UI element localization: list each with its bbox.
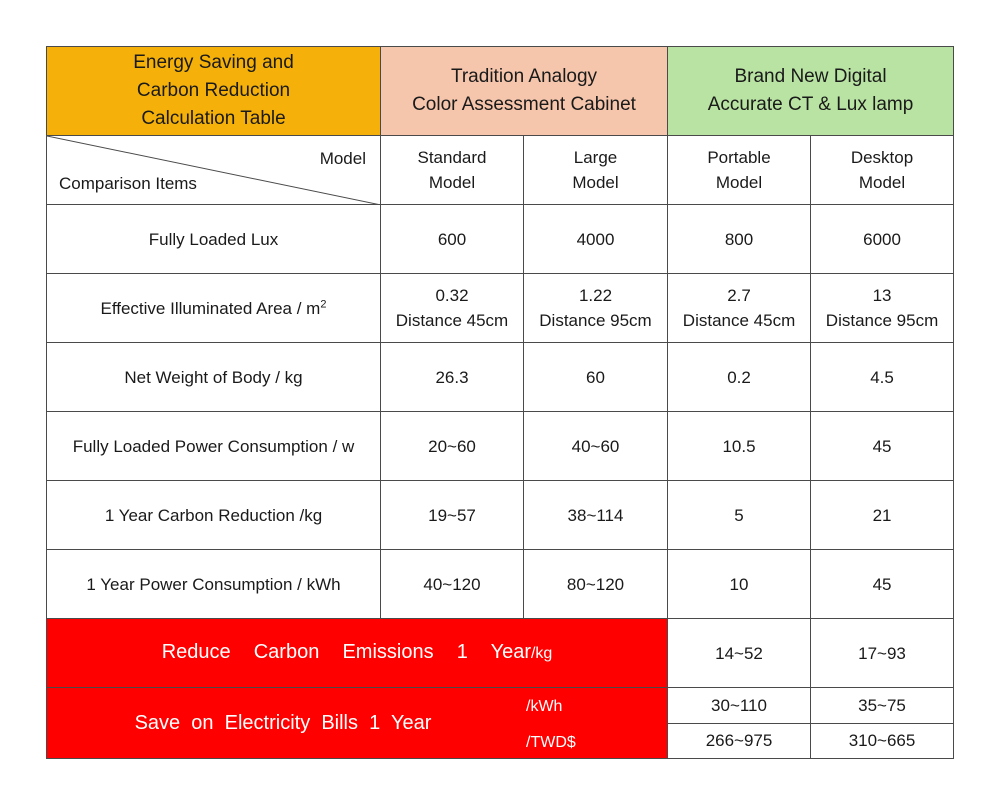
header-row: Energy Saving and Carbon Reduction Calcu… [46,46,955,136]
cell-value: 60 [522,342,669,412]
cell-value: 38~114 [522,480,669,550]
model-header-standard: Standard Model [380,135,524,205]
cell-value: 30~110 [667,687,812,724]
model-name: Large [573,148,618,167]
cell-value: 5 [667,480,812,550]
cell-value: 2.7 Distance 45cm [667,273,812,343]
area-value: 2.7 [727,286,751,305]
cell-value: 14~52 [667,618,812,688]
cell-value: 17~93 [810,618,955,688]
area-value: 13 [872,286,892,305]
row-label: Net Weight of Body / kg [46,342,381,412]
row-label: 1 Year Carbon Reduction /kg [46,480,381,550]
diagonal-divider [47,136,381,205]
calculation-table: Energy Saving and Carbon Reduction Calcu… [45,46,955,759]
cell-value: 13 Distance 95cm [810,273,955,343]
cell-value: 6000 [810,204,955,274]
distance-value: Distance 45cm [395,311,509,330]
comparison-items-label: Comparison Items [59,174,197,193]
table-row: Effective Illuminated Area / m2 0.32 Dist… [46,273,955,343]
model-name: Model [858,173,906,192]
table-row: Fully Loaded Power Consumption / w 20~60… [46,411,955,481]
save-unit-kwh: /kWh [526,698,563,715]
reduce-carbon-label: Reduce Carbon Emissions 1 Year/kg [45,618,669,688]
model-name: Model [572,173,619,192]
row-label-text: Effective Illuminated Area / m [100,298,321,318]
model-name: Model [428,173,476,192]
cell-value: 40~120 [380,549,524,619]
table-title-line: Energy Saving and [133,52,294,73]
cell-value: 4000 [522,204,669,274]
model-name: Desktop [850,148,914,167]
cell-value: 0.32 Distance 45cm [380,273,524,343]
save-bills-label: Save on Electricity Bills 1 Year /kWh /T… [45,687,669,759]
cell-value: 45 [810,549,955,619]
save-bills-main: Save on Electricity Bills 1 Year [47,711,667,736]
cell-value: 21 [810,480,955,550]
cell-value: 35~75 [810,687,955,724]
area-value: 1.22 [578,286,613,305]
cell-value: 10.5 [667,411,812,481]
save-unit-twd: /TWD$ [526,734,576,751]
save-bills-wrapper: Save on Electricity Bills 1 Year /kWh /T… [47,688,667,758]
model-row: Model Comparison Items Standard Model Lar… [46,135,955,205]
distance-value: Distance 45cm [682,311,796,330]
traditional-header-line: Tradition Analogy [450,66,598,87]
model-header-portable: Portable Model [667,135,812,205]
corner-cell: Model Comparison Items [46,135,381,205]
table-title-line: Carbon Reduction [136,80,291,101]
cell-value: 40~60 [522,411,669,481]
save-bills-row: Save on Electricity Bills 1 Year /kWh /T… [45,687,955,759]
cell-value: 310~665 [810,722,955,759]
cell-value: 600 [380,204,524,274]
reduce-carbon-unit: /kg [530,645,553,662]
row-label: 1 Year Power Consumption / kWh [46,549,381,619]
cell-value: 45 [810,411,955,481]
table-title-line: Calculation Table [141,108,286,129]
model-name: Portable [707,148,771,167]
cell-value: 266~975 [667,722,812,759]
row-label: Fully Loaded Lux [46,204,381,274]
save-bills-text: Save on Electricity Bills 1 Year [134,712,432,734]
table-row: 1 Year Power Consumption / kWh 40~120 80… [46,549,955,619]
table-row: 1 Year Carbon Reduction /kg 19~57 38~114… [46,480,955,550]
row-label: Fully Loaded Power Consumption / w [46,411,381,481]
distance-value: Distance 95cm [825,311,939,330]
model-name: Model [715,173,763,192]
cell-value: 80~120 [522,549,669,619]
row-label: Effective Illuminated Area / m2 [46,273,381,343]
cell-value: 10 [667,549,812,619]
model-name: Standard [417,148,487,167]
save-bills-row-twd: 266~975 310~665 [47,722,955,759]
reduce-carbon-row: Reduce Carbon Emissions 1 Year/kg 14~52 … [45,618,955,688]
cell-value: 26.3 [380,342,524,412]
model-header-large: Large Model [522,135,669,205]
table-row: Net Weight of Body / kg 26.3 60 0.2 4.5 [46,342,955,412]
area-value: 0.32 [435,286,469,305]
table-row: Fully Loaded Lux 600 4000 800 6000 [46,204,955,274]
digital-header-line: Brand New Digital [734,66,887,87]
distance-value: Distance 95cm [539,311,652,330]
cell-value: 19~57 [380,480,524,550]
cell-value: 20~60 [380,411,524,481]
cell-value: 4.5 [810,342,955,412]
traditional-header-line: Color Assessment Cabinet [412,94,636,115]
traditional-header: Tradition Analogy Color Assessment Cabin… [379,46,669,136]
digital-header-line: Accurate CT & Lux lamp [707,94,914,115]
digital-header: Brand New Digital Accurate CT & Lux lamp [667,46,955,136]
model-label: Model [319,149,366,168]
cell-value: 800 [667,204,812,274]
reduce-carbon-text: Reduce Carbon Emissions 1 Year [161,641,531,663]
table-title: Energy Saving and Carbon Reduction Calcu… [46,46,381,136]
cell-value: 0.2 [667,342,812,412]
model-header-desktop: Desktop Model [810,135,955,205]
superscript: 2 [320,297,327,310]
cell-value: 1.22 Distance 95cm [522,273,669,343]
